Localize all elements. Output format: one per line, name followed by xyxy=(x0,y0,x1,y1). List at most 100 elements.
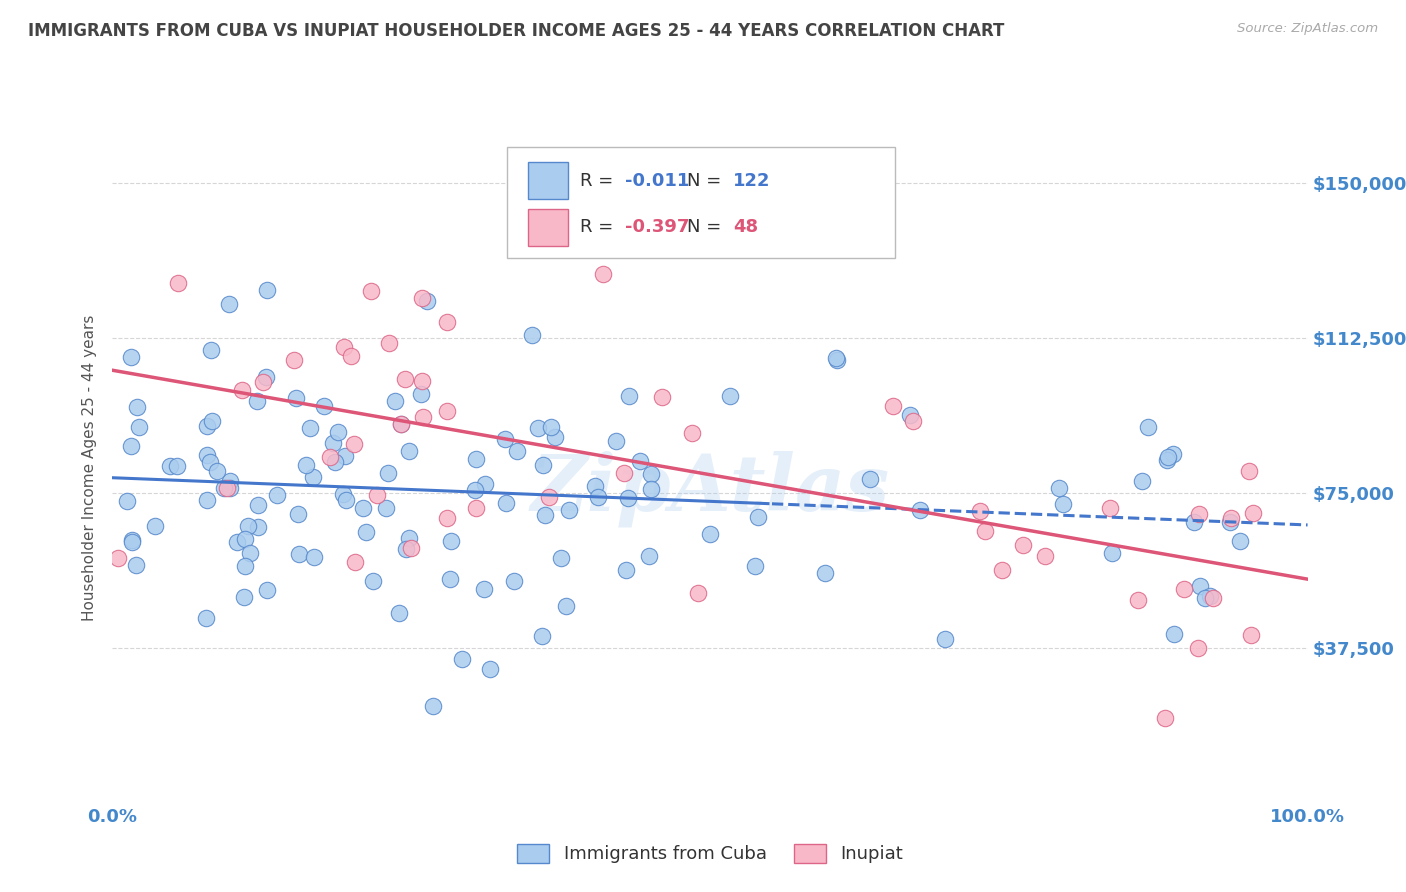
Point xyxy=(1156,450,1178,465)
Bar xyxy=(529,162,568,199)
Point xyxy=(464,452,486,467)
Point xyxy=(506,443,529,458)
Point xyxy=(901,414,924,428)
Point xyxy=(1047,481,1070,495)
Point xyxy=(558,502,581,516)
Point xyxy=(284,391,307,405)
Point xyxy=(198,455,221,469)
Point xyxy=(200,343,222,358)
Point xyxy=(247,499,270,513)
Point xyxy=(440,533,463,548)
Point xyxy=(312,399,335,413)
Point xyxy=(422,698,444,713)
Point xyxy=(389,417,412,432)
Point xyxy=(409,386,432,401)
Point xyxy=(374,501,396,516)
Point xyxy=(1219,515,1241,529)
Text: Source: ZipAtlas.com: Source: ZipAtlas.com xyxy=(1237,22,1378,36)
Point xyxy=(1099,501,1122,516)
Point xyxy=(335,493,357,508)
Point xyxy=(1189,579,1212,593)
Point xyxy=(898,408,921,422)
Point xyxy=(540,419,562,434)
Point xyxy=(825,351,848,366)
Point xyxy=(617,491,640,505)
Point xyxy=(352,501,374,516)
Point xyxy=(640,483,662,497)
Point xyxy=(613,466,636,480)
Point xyxy=(252,375,274,389)
Point xyxy=(973,524,995,538)
Point xyxy=(1194,591,1216,605)
Point xyxy=(969,504,991,518)
Point xyxy=(411,375,433,389)
Point xyxy=(389,417,412,431)
Point xyxy=(394,372,416,386)
Point xyxy=(256,582,278,597)
Point xyxy=(388,606,411,620)
Point xyxy=(472,582,495,596)
Point xyxy=(1012,538,1035,552)
Point xyxy=(638,549,661,563)
Point xyxy=(583,479,606,493)
Point xyxy=(215,481,238,495)
Point xyxy=(343,436,366,450)
Point xyxy=(474,477,496,491)
Text: -0.011: -0.011 xyxy=(626,171,689,190)
Point xyxy=(218,482,240,496)
Point xyxy=(360,285,382,299)
Point xyxy=(377,336,399,351)
Point xyxy=(232,590,254,604)
Point xyxy=(127,400,149,414)
Point xyxy=(1156,453,1178,467)
Point xyxy=(231,383,253,397)
Point xyxy=(1033,549,1056,563)
Point xyxy=(908,503,931,517)
Point xyxy=(681,426,703,441)
Point xyxy=(825,352,848,367)
Point xyxy=(495,496,517,510)
Text: 122: 122 xyxy=(733,171,770,190)
Point xyxy=(464,483,486,497)
Text: ZipAtlas: ZipAtlas xyxy=(530,450,890,526)
Point xyxy=(1126,593,1149,607)
Point xyxy=(205,465,228,479)
Point xyxy=(332,487,354,501)
Point xyxy=(588,490,610,504)
Point xyxy=(239,546,262,560)
Point xyxy=(246,393,269,408)
Point xyxy=(533,458,555,472)
Point xyxy=(398,531,420,545)
Point xyxy=(128,419,150,434)
Point xyxy=(555,599,578,613)
Point xyxy=(1241,506,1264,520)
Point xyxy=(1187,641,1209,656)
Point xyxy=(651,390,673,404)
Point xyxy=(363,574,385,588)
Point xyxy=(395,541,418,556)
Point xyxy=(494,432,516,446)
Point xyxy=(747,509,769,524)
Point xyxy=(527,421,550,435)
Point xyxy=(605,434,627,449)
Point xyxy=(233,532,256,546)
Text: IMMIGRANTS FROM CUBA VS INUPIAT HOUSEHOLDER INCOME AGES 25 - 44 YEARS CORRELATIO: IMMIGRANTS FROM CUBA VS INUPIAT HOUSEHOL… xyxy=(28,22,1004,40)
Point xyxy=(502,574,524,588)
Point xyxy=(121,533,143,547)
Point xyxy=(302,550,325,565)
Point xyxy=(859,472,882,486)
Point xyxy=(328,425,350,439)
Point xyxy=(115,494,138,508)
Text: -0.397: -0.397 xyxy=(626,219,689,236)
Point xyxy=(354,524,377,539)
Point xyxy=(166,458,188,473)
Point xyxy=(219,474,242,488)
Point xyxy=(283,352,305,367)
Point xyxy=(225,535,247,549)
Point xyxy=(814,566,837,581)
Legend: Immigrants from Cuba, Inupiat: Immigrants from Cuba, Inupiat xyxy=(509,837,911,871)
Point xyxy=(233,559,256,574)
Point xyxy=(287,507,309,521)
Point xyxy=(550,550,572,565)
Point xyxy=(254,370,277,384)
